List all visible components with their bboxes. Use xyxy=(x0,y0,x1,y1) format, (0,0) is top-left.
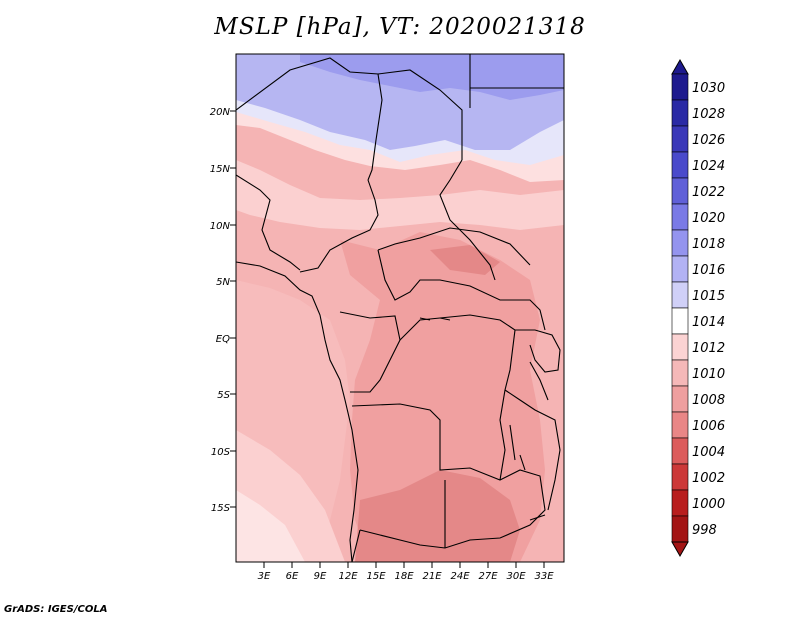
colorbar-cell xyxy=(671,281,689,309)
lon-label: 9E xyxy=(314,571,327,582)
colorbar-cell xyxy=(671,411,689,439)
field-1006-north xyxy=(430,245,500,275)
border-path xyxy=(351,480,446,562)
country-borders xyxy=(236,54,564,562)
lat-label: 10S xyxy=(211,447,231,458)
colorbar-label: 1014 xyxy=(692,315,725,330)
lon-axis: 3E 6E 9E 12E 15E 18E 21E 24E 27E 30E 33E xyxy=(258,562,554,582)
field-1008-interior xyxy=(340,232,545,562)
colorbar-cell xyxy=(671,73,689,101)
colorbar-label: 1020 xyxy=(692,211,725,226)
colorbar-label: 998 xyxy=(692,523,717,538)
lat-label: 5N xyxy=(216,277,230,288)
lat-label: 15S xyxy=(211,503,231,514)
colorbar-label: 1012 xyxy=(692,341,725,356)
colorbar-label: 1022 xyxy=(692,185,725,200)
colorbar-cell xyxy=(671,229,689,257)
colorbar-cell xyxy=(671,307,689,335)
colorbar-label: 1030 xyxy=(692,81,725,96)
colorbar-label: 1016 xyxy=(692,263,725,278)
colorbar-cell xyxy=(671,359,689,387)
border-path xyxy=(236,174,301,271)
border-path xyxy=(515,329,561,373)
colorbar-cell xyxy=(671,489,689,517)
field-1014-southwest xyxy=(236,490,305,562)
lat-label: 10N xyxy=(210,221,231,232)
colorbar-legend: 1030 1028 1026 1024 1022 1020 1018 1016 … xyxy=(671,58,725,558)
colorbar-label: 1024 xyxy=(692,159,725,174)
border-path xyxy=(504,389,561,511)
colorbar-label: 1000 xyxy=(692,497,725,512)
lon-label: 12E xyxy=(338,571,358,582)
lat-axis: 20N 15N 10N 5N EQ 5S 10S 15S xyxy=(210,107,236,514)
colorbar-label: 1008 xyxy=(692,393,725,408)
border-path xyxy=(377,227,531,266)
colorbar-label: 1026 xyxy=(692,133,725,148)
colorbar-cell xyxy=(671,177,689,205)
border-path xyxy=(351,403,546,549)
border-path xyxy=(469,54,564,108)
border-path xyxy=(236,261,359,562)
border-path xyxy=(439,159,496,281)
lon-label: 15E xyxy=(366,571,386,582)
credit-label: GrADS: IGES/COLA xyxy=(4,604,108,615)
colorbar-cell xyxy=(671,515,689,543)
border-path xyxy=(377,69,463,160)
colorbar-cell xyxy=(671,203,689,231)
border-path xyxy=(509,361,549,461)
colorbar-label: 1002 xyxy=(692,471,725,486)
lat-label: EQ xyxy=(216,334,230,345)
border-path xyxy=(339,311,401,393)
colorbar-cell xyxy=(671,385,689,413)
colorbar-cell xyxy=(671,151,689,179)
lon-label: 21E xyxy=(422,571,442,582)
lake-path xyxy=(419,317,546,521)
map-frame xyxy=(235,53,565,563)
lon-label: 24E xyxy=(450,571,470,582)
border-path xyxy=(299,179,379,273)
field-1012-band xyxy=(236,160,564,230)
lon-label: 27E xyxy=(478,571,498,582)
lon-label: 6E xyxy=(286,571,299,582)
lon-label: 30E xyxy=(506,571,526,582)
lon-label: 33E xyxy=(534,571,554,582)
colorbar-cell xyxy=(671,99,689,127)
colorbar-bottom-arrow xyxy=(671,541,689,558)
colorbar-cell xyxy=(671,437,689,465)
lon-label: 3E xyxy=(258,571,271,582)
colorbar-cell xyxy=(671,333,689,361)
lon-label: 18E xyxy=(394,571,414,582)
colorbar-label: 1018 xyxy=(692,237,725,252)
colorbar-cell xyxy=(671,463,689,491)
lat-label: 20N xyxy=(210,107,231,118)
lat-label: 5S xyxy=(217,390,230,401)
pressure-field xyxy=(236,54,564,562)
border-path xyxy=(377,249,546,331)
colorbar-label: 1015 xyxy=(692,289,725,304)
colorbar-cell xyxy=(671,125,689,153)
chart-title: MSLP [hPa], VT: 2020021318 xyxy=(214,14,586,40)
colorbar-cell xyxy=(671,255,689,283)
colorbar-top-arrow xyxy=(671,58,689,75)
lat-label: 15N xyxy=(210,164,231,175)
colorbar-label: 1004 xyxy=(692,445,725,460)
colorbar-label: 1028 xyxy=(692,107,725,122)
colorbar-label: 1006 xyxy=(692,419,725,434)
colorbar-label: 1010 xyxy=(692,367,725,382)
